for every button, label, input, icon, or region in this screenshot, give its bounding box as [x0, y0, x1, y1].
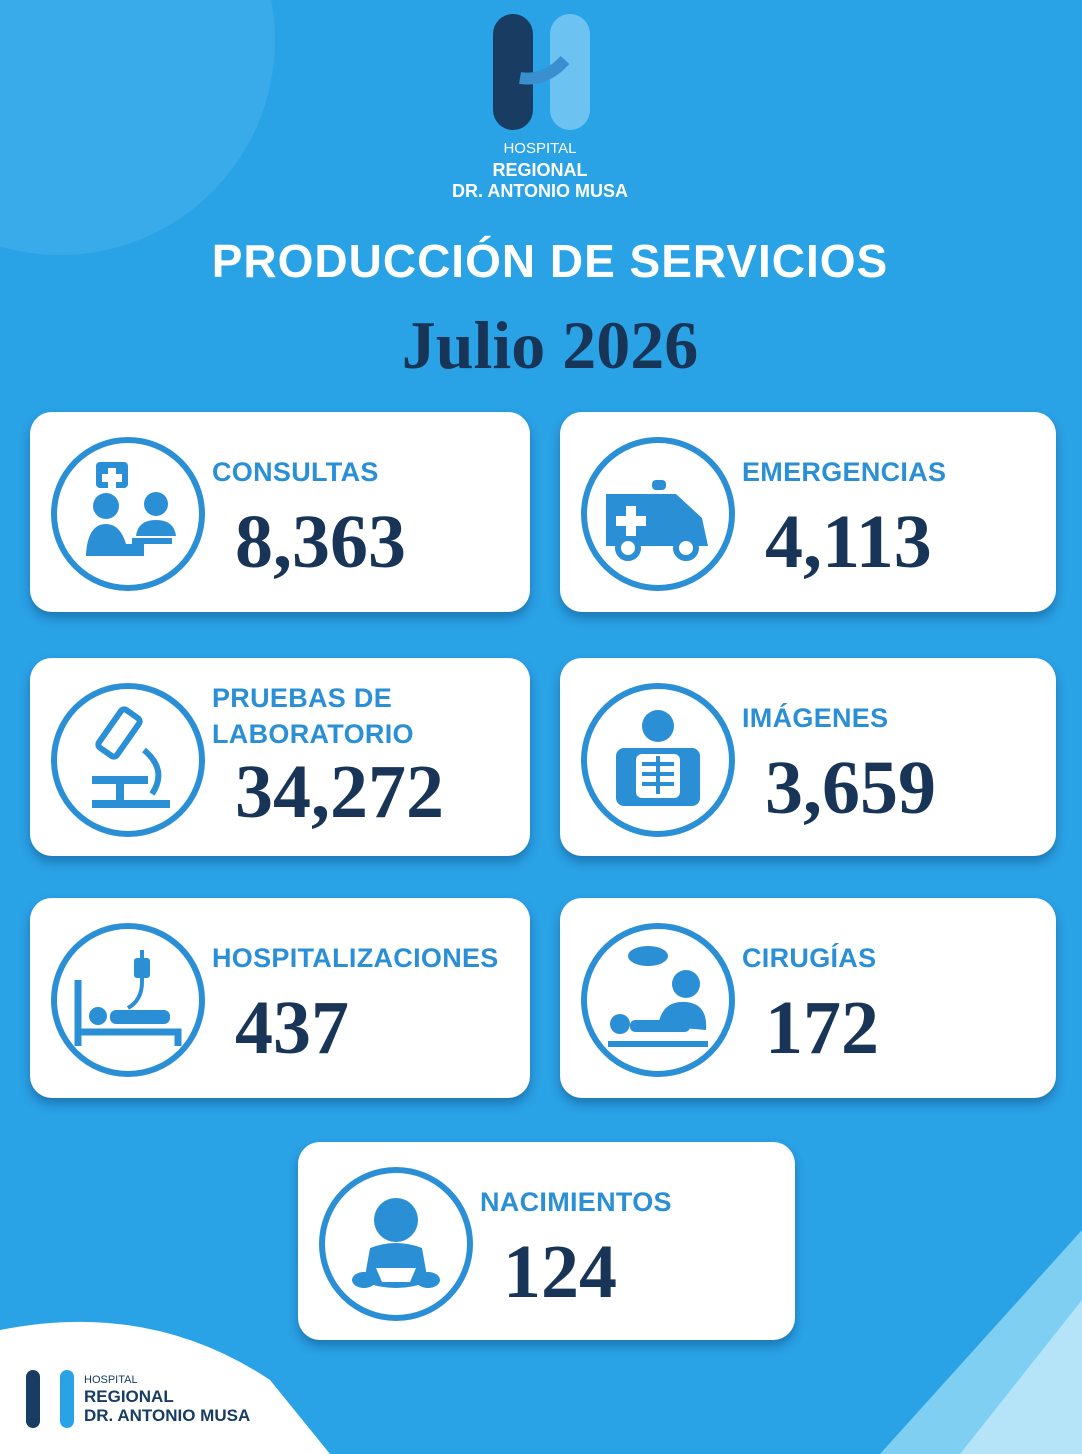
card-value: 4,113	[765, 500, 932, 584]
footer-logo-text: HOSPITAL	[84, 1374, 138, 1386]
footer-logo-text: DR. ANTONIO MUSA	[84, 1406, 251, 1425]
title: PRODUCCIÓN DE SERVICIOS	[211, 235, 889, 287]
logo-text: HOSPITAL	[503, 140, 577, 157]
service-card: EMERGENCIAS 4,113	[560, 412, 1056, 612]
service-icon	[581, 923, 735, 1077]
card-value: 8,363	[235, 500, 406, 584]
card-label: EMERGENCIAS	[742, 457, 947, 487]
service-card: PRUEBAS DE LABORATORIO 34,272	[30, 658, 530, 856]
card-label: CONSULTAS	[212, 457, 379, 487]
service-icon	[319, 1167, 473, 1321]
service-icon	[581, 683, 735, 837]
card-value: 437	[235, 986, 349, 1070]
service-card: NACIMIENTOS 124	[298, 1142, 795, 1340]
service-icon	[51, 923, 205, 1077]
card-label: PRUEBAS DE	[212, 683, 393, 713]
service-icon	[51, 683, 205, 837]
card-value: 3,659	[765, 746, 936, 830]
service-card: CIRUGÍAS 172	[560, 898, 1056, 1098]
card-label: IMÁGENES	[742, 703, 889, 733]
logo-text: DR. ANTONIO MUSA	[451, 181, 628, 201]
service-card: CONSULTAS 8,363	[30, 412, 530, 612]
card-label: LABORATORIO	[212, 719, 414, 749]
footer-logo-text: REGIONAL	[84, 1387, 174, 1406]
card-label: CIRUGÍAS	[742, 943, 877, 973]
card-value: 124	[503, 1230, 617, 1314]
service-icon	[51, 437, 205, 591]
period: Julio 2026	[401, 307, 699, 383]
card-label: HOSPITALIZACIONES	[212, 943, 499, 973]
logo-text: REGIONAL	[492, 160, 588, 180]
card-label: NACIMIENTOS	[480, 1187, 672, 1217]
service-icon	[581, 437, 735, 591]
service-card: IMÁGENES 3,659	[560, 658, 1056, 856]
service-card: HOSPITALIZACIONES 437	[30, 898, 530, 1098]
card-value: 172	[765, 986, 879, 1070]
card-value: 34,272	[235, 750, 444, 834]
